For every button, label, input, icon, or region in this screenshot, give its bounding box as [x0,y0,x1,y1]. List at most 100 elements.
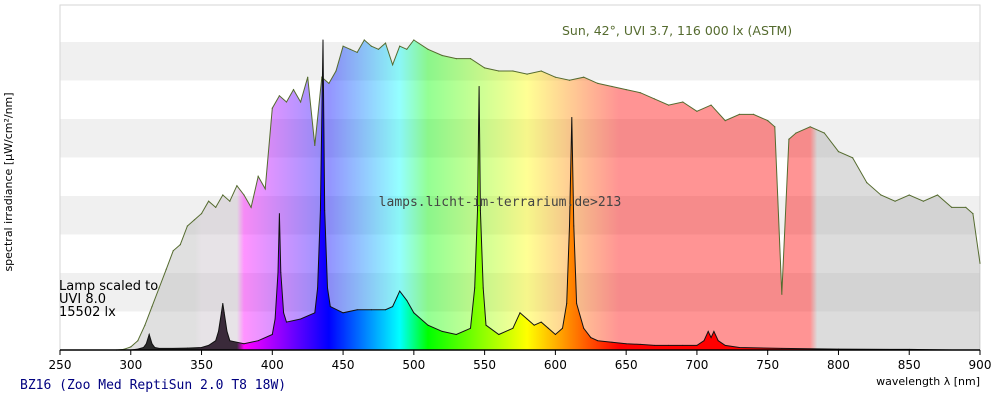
lamp-data-point [327,287,329,289]
lamp-data-point [533,324,535,326]
x-tick-label: 700 [685,358,708,372]
lamp-data-point [220,312,222,314]
x-tick-label: 600 [544,358,567,372]
sun-data-point [300,101,302,103]
sun-data-point [314,144,316,146]
sun-data-point [894,200,896,202]
sun-data-point [908,194,910,196]
lamp-data-point [569,225,571,227]
lamp-data-point [229,340,231,342]
lamp-data-point [271,334,273,335]
sun-data-point [229,200,231,202]
sun-data-point [257,175,259,177]
sun-data-point [788,138,790,140]
sun-data-point [236,185,238,187]
sun-data-point [469,58,472,60]
sun-data-point [752,113,755,115]
lamp-data-point [356,309,358,311]
sun-data-point [363,39,365,41]
sun-data-point [349,48,351,50]
sun-spectrum-area [116,40,981,350]
sun-data-point [837,151,840,153]
sun-data-point [455,58,457,60]
sun-data-point [668,104,670,106]
lamp-data-point [274,318,276,320]
sun-data-point [384,42,387,44]
lamp-data-point [498,334,500,335]
lamp-data-point [406,299,408,301]
lamp-data-point [208,344,210,346]
sun-data-point [370,45,372,47]
lamp-data-point [257,340,259,342]
sun-data-point [441,54,443,57]
lamp-data-point [300,318,302,320]
sun-data-point [165,268,167,270]
lamp-data-point [215,340,217,342]
sun-data-point [215,206,217,208]
sun-data-point [222,194,224,196]
lamp-data-point [277,272,279,273]
sun-data-point [936,194,939,196]
sun-data-point [767,120,769,122]
lamp-data-point [611,341,613,343]
lamp-data-point [145,343,147,345]
sun-data-point [484,67,486,69]
x-tick-label: 450 [332,358,355,372]
sun-data-point [208,200,210,202]
sun-data-point [278,95,280,97]
x-tick-label: 800 [827,358,850,372]
lamp-label-line: 15502 lx [59,305,116,320]
lamp-data-point [319,210,321,211]
sun-data-point [866,182,868,184]
lamp-data-point [703,340,705,342]
lamp-data-point [576,303,578,304]
sun-data-point [264,188,266,190]
y-axis-label: spectral irradiance [µW/cm²/nm] [2,92,15,271]
sun-spectrum-line [116,39,981,351]
lamp-data-point [151,343,153,345]
sun-data-point [328,82,330,84]
lamp-data-point [186,347,188,349]
lamp-data-point [218,330,220,332]
sun-data-point [738,113,740,115]
x-tick-label: 350 [190,358,213,372]
sun-data-point [137,340,139,342]
grid-band [60,5,980,42]
sun-data-point [427,48,429,50]
lamp-data-point [278,213,280,215]
sun-data-point [710,104,712,106]
sun-data-point [200,213,203,215]
lamp-data-point [583,327,585,329]
lamp-data-point [469,327,471,329]
sun-data-point [724,120,726,122]
lamp-data-point [158,347,160,349]
lamp-data-point [317,287,319,289]
lamp-data-point [143,347,145,349]
lamp-data-point [707,330,709,332]
watermark-text: lamps.licht-im-terrarium.de>213 [379,195,622,210]
lamp-data-point [566,303,568,304]
lamp-data-point [222,303,224,304]
x-tick-label: 500 [402,358,425,372]
sun-data-point [377,48,380,50]
sun-data-point [809,126,811,128]
sun-data-point [653,98,656,100]
lamp-data-point [154,347,156,349]
sun-data-point [250,206,252,208]
sun-data-point [852,157,854,159]
lamp-data-point [342,312,344,314]
sun-data-point [392,64,394,66]
lamp-data-point [280,272,282,273]
sun-data-point [554,76,556,78]
lamp-data-point [781,347,783,349]
lamp-data-point [512,327,514,329]
x-tick-label: 400 [261,358,284,372]
lamp-data-point [573,225,575,227]
sun-data-point [583,76,585,78]
lamp-data-point [324,210,326,211]
lamp-data-point [396,296,398,298]
lamp-label-line: Lamp scaled to [59,279,158,294]
lamp-data-point [385,309,387,311]
sun-data-point [292,89,295,91]
